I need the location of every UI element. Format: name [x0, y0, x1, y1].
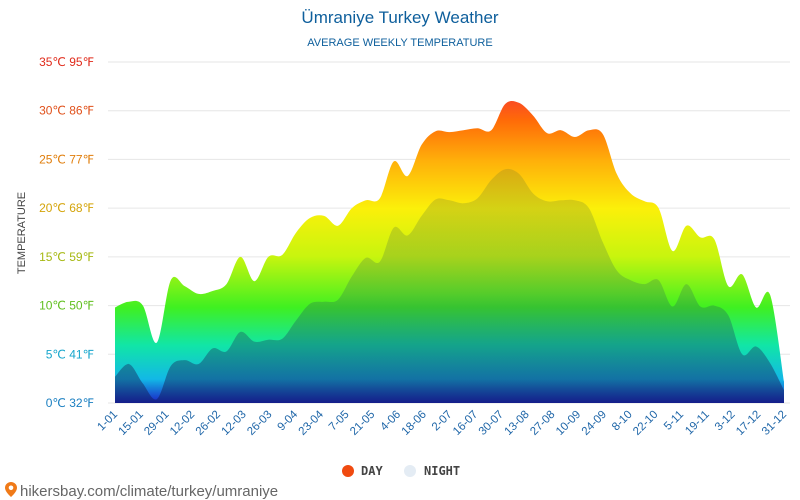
- chart-subtitle: AVERAGE WEEKLY TEMPERATURE: [307, 37, 492, 49]
- chart-title: Ümraniye Turkey Weather: [301, 8, 498, 27]
- y-tick-label: 0℃ 32℉: [46, 396, 94, 410]
- x-tick-label: 31-12: [760, 409, 789, 438]
- x-tick-label: 12-02: [168, 409, 197, 438]
- x-tick-label: 13-08: [503, 409, 532, 438]
- legend-night-label[interactable]: NIGHT: [424, 464, 460, 478]
- y-tick-label: 30℃ 86℉: [39, 104, 94, 118]
- x-tick-label: 10-09: [554, 409, 583, 438]
- credit-link[interactable]: hikersbay.com/climate/turkey/umraniye: [5, 482, 278, 500]
- legend[interactable]: DAY NIGHT: [342, 464, 460, 478]
- y-axis-ticks: 0℃ 32℉ 5℃ 41℉ 10℃ 50℉ 15℃ 59℉ 20℃ 68℉ 25℃ 77℉…: [39, 55, 94, 410]
- y-axis-label: TEMPERATURE: [16, 192, 28, 274]
- x-tick-label: 22-10: [631, 409, 660, 438]
- y-tick-label: 15℃ 59℉: [39, 250, 94, 264]
- y-tick-label: 25℃ 77℉: [39, 152, 94, 166]
- x-tick-label: 21-05: [348, 409, 377, 438]
- x-tick-label: 12-03: [219, 409, 248, 438]
- map-pin-icon: [5, 482, 17, 497]
- x-tick-label: 26-03: [245, 409, 274, 438]
- x-tick-label: 29-01: [142, 409, 171, 438]
- y-tick-label: 5℃ 41℉: [46, 347, 94, 361]
- x-tick-label: 19-11: [683, 409, 712, 438]
- legend-day-swatch: [342, 465, 354, 477]
- x-tick-label: 18-06: [400, 409, 429, 438]
- night-temperature-area: [115, 168, 784, 403]
- credit-text[interactable]: hikersbay.com/climate/turkey/umraniye: [20, 483, 278, 500]
- x-tick-label: 30-07: [477, 409, 506, 438]
- y-tick-label: 20℃ 68℉: [39, 201, 94, 215]
- y-tick-label: 10℃ 50℉: [39, 299, 94, 313]
- x-tick-label: 26-02: [194, 409, 223, 438]
- x-tick-label: 15-01: [117, 409, 146, 438]
- x-tick-label: 16-07: [451, 409, 480, 438]
- y-tick-label: 35℃ 95℉: [39, 55, 94, 69]
- x-tick-label: 24-09: [580, 409, 609, 438]
- x-tick-label: 17-12: [734, 409, 763, 438]
- x-tick-label: 23-04: [297, 408, 327, 438]
- legend-day-label[interactable]: DAY: [361, 464, 383, 478]
- plot-areas: [115, 100, 784, 403]
- legend-night-swatch: [404, 465, 416, 477]
- x-tick-label: 27-08: [528, 409, 557, 438]
